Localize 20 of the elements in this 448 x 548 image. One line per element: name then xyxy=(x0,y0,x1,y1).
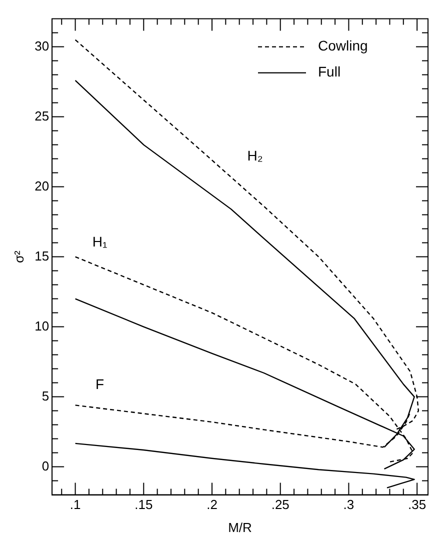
x-tick-label: .35 xyxy=(408,497,426,512)
x-tick-label: .3 xyxy=(343,497,354,512)
y-tick-label: 15 xyxy=(34,248,50,264)
y-tick-label: 30 xyxy=(34,38,50,54)
legend-label: Full xyxy=(318,64,341,80)
x-tick-label: .15 xyxy=(134,497,153,512)
x-tick-label: .1 xyxy=(70,497,81,512)
annotation: F xyxy=(96,376,104,392)
y-tick-label: 0 xyxy=(42,458,50,474)
y-tick-label: 5 xyxy=(42,388,50,404)
annotation: H₂ xyxy=(247,148,263,164)
x-tick-label: .25 xyxy=(271,497,290,512)
y-tick-label: 25 xyxy=(34,108,50,124)
x-axis-title: M/R xyxy=(228,520,252,535)
x-tick-label: .2 xyxy=(206,497,218,512)
y-tick-label: 20 xyxy=(34,178,50,194)
annotation: H₁ xyxy=(92,233,108,250)
y-tick-label: 10 xyxy=(34,318,50,334)
legend-label: Cowling xyxy=(318,38,368,54)
y-axis-title: σ² xyxy=(11,250,26,263)
